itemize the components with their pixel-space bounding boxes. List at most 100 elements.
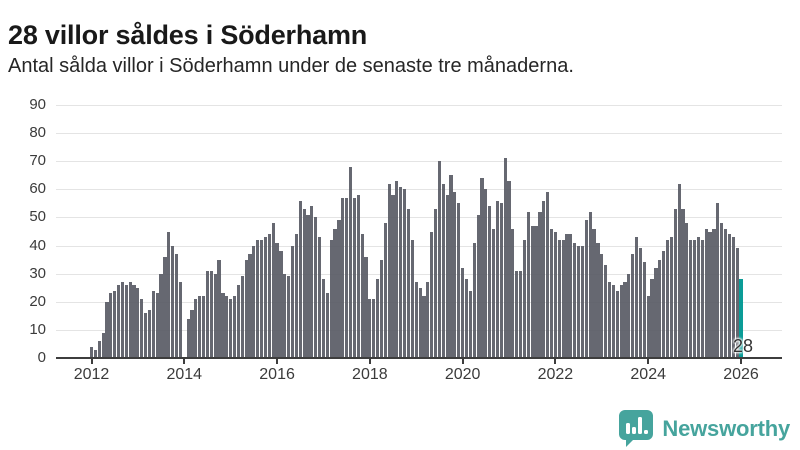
bar (546, 192, 550, 358)
bar (445, 194, 449, 358)
bar (534, 225, 538, 358)
bar (120, 282, 125, 358)
y-axis-tick-label: 30 (29, 264, 46, 282)
gridline (56, 245, 782, 247)
bar (600, 253, 604, 358)
x-axis-tick-label: 2014 (166, 366, 203, 383)
bar (101, 332, 105, 358)
bar (596, 242, 600, 358)
bar (693, 239, 697, 358)
bar (213, 273, 217, 358)
bar (194, 298, 198, 358)
bar (290, 245, 295, 358)
bar (631, 253, 635, 358)
bar (449, 175, 453, 358)
bar (658, 259, 662, 358)
bar (383, 223, 387, 358)
bar (244, 259, 248, 358)
bar (159, 273, 163, 358)
gridline (56, 133, 782, 135)
bar (306, 214, 310, 358)
bar (267, 234, 271, 358)
bar (202, 296, 206, 358)
bar (140, 298, 144, 358)
gridline (56, 217, 782, 219)
bar (105, 301, 109, 358)
y-axis-tick-label: 60 (29, 180, 46, 198)
bar (557, 239, 561, 358)
bar (464, 279, 469, 358)
bar (109, 293, 113, 358)
bar (708, 231, 712, 358)
x-axis-line (56, 357, 782, 359)
bar (221, 293, 225, 358)
bar (418, 287, 422, 358)
bar (209, 270, 213, 358)
bar (271, 223, 275, 358)
bar (348, 166, 353, 358)
y-axis-tick-label: 70 (29, 152, 46, 170)
gridline (56, 105, 782, 106)
bar (577, 245, 581, 358)
bar (650, 279, 654, 358)
bar (484, 189, 488, 358)
bar (519, 270, 523, 358)
gridline (56, 189, 782, 191)
bar (252, 245, 256, 358)
x-axis-tick-label: 2022 (537, 366, 574, 383)
bar (565, 234, 569, 358)
bar (333, 228, 337, 358)
bar (592, 228, 596, 358)
bar (573, 242, 577, 358)
bar (391, 194, 395, 358)
y-axis-tick-label: 0 (37, 349, 46, 366)
bar (561, 239, 565, 358)
bar (476, 214, 480, 358)
x-axis-tick-label: 2026 (723, 366, 759, 383)
y-axis-tick-label: 50 (29, 208, 46, 226)
bar (414, 282, 418, 358)
bar (97, 341, 101, 358)
bar (399, 186, 403, 358)
bar (116, 284, 121, 358)
bar (669, 237, 673, 358)
bar (522, 239, 527, 358)
bar (372, 298, 376, 358)
bar (356, 194, 360, 358)
x-axis-tick-label: 2012 (73, 366, 110, 383)
bar (457, 203, 461, 358)
bar (681, 209, 685, 358)
bar (360, 234, 364, 358)
bar (205, 270, 210, 358)
bar (727, 234, 731, 358)
page-title: 28 villor såldes i Söderhamn (8, 20, 368, 51)
bar (410, 239, 414, 358)
bar (167, 231, 171, 358)
bar (256, 239, 260, 358)
x-axis-tick (183, 359, 186, 364)
bar (232, 296, 237, 358)
bar (623, 282, 627, 358)
bar (720, 223, 724, 358)
newsworthy-logo-text: Newsworthy (662, 416, 790, 441)
bar (325, 293, 329, 358)
bar (302, 209, 306, 358)
newsworthy-logo: Newsworthy (619, 409, 790, 449)
y-axis-tick-label: 10 (29, 320, 46, 338)
bar (352, 197, 356, 358)
bar (186, 318, 190, 358)
bar (723, 228, 728, 358)
bar (689, 239, 693, 358)
bar (283, 273, 287, 358)
bar (503, 158, 507, 358)
bar (337, 220, 341, 358)
bar (646, 296, 650, 358)
bar (716, 203, 720, 358)
bar (549, 228, 554, 358)
bar (542, 200, 546, 358)
bar (685, 223, 689, 358)
bar (136, 287, 140, 358)
bar (677, 183, 681, 358)
bar (287, 276, 291, 358)
bar (588, 211, 592, 358)
